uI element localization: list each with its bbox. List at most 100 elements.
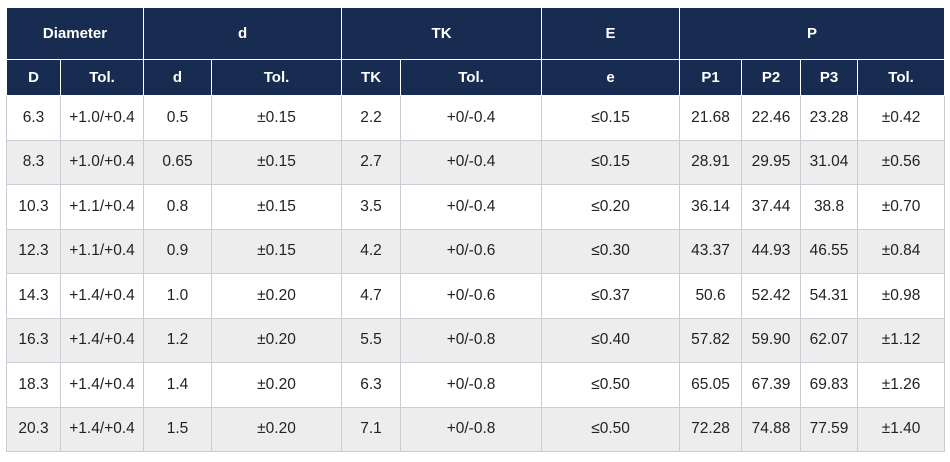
table-cell: 43.37 <box>679 228 743 274</box>
table-cell: ±1.12 <box>857 317 946 363</box>
table-cell: 46.55 <box>800 228 859 274</box>
table-cell: +0/-0.8 <box>400 406 543 452</box>
table-cell: +0/-0.4 <box>400 139 543 185</box>
table-cell: 23.28 <box>800 95 859 141</box>
table-cell: 77.59 <box>800 406 859 452</box>
table-cell: 50.6 <box>679 273 743 319</box>
table-cell: +1.4/+0.4 <box>59 273 145 319</box>
table-cell: ≤0.40 <box>541 317 681 363</box>
table-cell: +1.0/+0.4 <box>59 95 145 141</box>
table-cell: 28.91 <box>679 139 743 185</box>
table-cell: 2.7 <box>341 139 402 185</box>
table-cell: ±0.20 <box>211 362 343 408</box>
table-cell: 52.42 <box>741 273 802 319</box>
table-cell: ≤0.37 <box>541 273 681 319</box>
table-cell: 38.8 <box>800 184 859 230</box>
table-row: 10.3 +1.1/+0.4 0.8 ±0.15 3.5 +0/-0.4 ≤0.20 36.1… <box>6 184 946 230</box>
table-cell: ≤0.15 <box>541 95 681 141</box>
table-cell: 14.3 <box>6 273 61 319</box>
header-col-diameter-tol: Tol. <box>59 59 145 96</box>
table-cell: 0.65 <box>143 139 213 185</box>
header-group-tk: TK <box>341 7 543 60</box>
table-row: 6.3 +1.0/+0.4 0.5 ±0.15 2.2 +0/-0.4 ≤0.15 21.68… <box>6 95 946 141</box>
header-sub-row: D Tol. d Tol. TK Tol. e P1 P2 P3 Tol. <box>6 59 946 96</box>
table-cell: ±0.15 <box>211 228 343 274</box>
header-col-d-upper: D <box>6 59 61 96</box>
table-cell: ±0.84 <box>857 228 946 274</box>
table-cell: 4.2 <box>341 228 402 274</box>
table-cell: 6.3 <box>341 362 402 408</box>
table-cell: 0.5 <box>143 95 213 141</box>
table-cell: 0.8 <box>143 184 213 230</box>
table-cell: 7.1 <box>341 406 402 452</box>
table-cell: 1.2 <box>143 317 213 363</box>
header-col-tk: TK <box>341 59 402 96</box>
table-cell: ±0.98 <box>857 273 946 319</box>
table-cell: 2.2 <box>341 95 402 141</box>
table-cell: 6.3 <box>6 95 61 141</box>
table-cell: 31.04 <box>800 139 859 185</box>
table-cell: 1.5 <box>143 406 213 452</box>
table-cell: 12.3 <box>6 228 61 274</box>
table-cell: ±1.26 <box>857 362 946 408</box>
table-cell: +0/-0.6 <box>400 228 543 274</box>
table-cell: +0/-0.6 <box>400 273 543 319</box>
table-cell: ≤0.50 <box>541 362 681 408</box>
header-group-diameter: Diameter <box>5 7 145 60</box>
table-cell: +1.4/+0.4 <box>59 317 145 363</box>
table-cell: +0/-0.4 <box>400 95 543 141</box>
table-row: 16.3 +1.4/+0.4 1.2 ±0.20 5.5 +0/-0.8 ≤0.40 57.8… <box>6 317 946 363</box>
table-cell: +1.1/+0.4 <box>59 184 145 230</box>
table-cell: +1.0/+0.4 <box>59 139 145 185</box>
table-row: 14.3 +1.4/+0.4 1.0 ±0.20 4.7 +0/-0.6 ≤0.37 50.6… <box>6 273 946 319</box>
table-cell: 5.5 <box>341 317 402 363</box>
table-cell: 16.3 <box>6 317 61 363</box>
header-col-p2: P2 <box>741 59 802 96</box>
table-cell: 21.68 <box>679 95 743 141</box>
table-cell: ±0.20 <box>211 273 343 319</box>
table-body: 6.3 +1.0/+0.4 0.5 ±0.15 2.2 +0/-0.4 ≤0.15 21.68… <box>6 95 946 452</box>
table-cell: +1.4/+0.4 <box>59 406 145 452</box>
table-cell: 20.3 <box>6 406 61 452</box>
table-cell: ≤0.30 <box>541 228 681 274</box>
table-row: 20.3 +1.4/+0.4 1.5 ±0.20 7.1 +0/-0.8 ≤0.50 72.2… <box>6 406 946 452</box>
table-cell: 18.3 <box>6 362 61 408</box>
table-cell: ≤0.50 <box>541 406 681 452</box>
table-cell: ±0.70 <box>857 184 946 230</box>
table-cell: ±1.40 <box>857 406 946 452</box>
table-cell: 72.28 <box>679 406 743 452</box>
table-cell: 74.88 <box>741 406 802 452</box>
spec-table-container: Diameter d TK E P D Tol. d Tol. TK Tol. … <box>5 7 946 452</box>
header-col-tk-tol: Tol. <box>400 59 543 96</box>
table-cell: ±0.15 <box>211 139 343 185</box>
table-row: 12.3 +1.1/+0.4 0.9 ±0.15 4.2 +0/-0.6 ≤0.30 43.3… <box>6 228 946 274</box>
header-col-p3: P3 <box>800 59 859 96</box>
table-cell: 1.0 <box>143 273 213 319</box>
table-cell: 44.93 <box>741 228 802 274</box>
header-col-d: d <box>143 59 213 96</box>
header-col-p-tol: Tol. <box>857 59 946 96</box>
table-header: Diameter d TK E P D Tol. d Tol. TK Tol. … <box>5 7 946 96</box>
table-cell: 67.39 <box>741 362 802 408</box>
table-cell: ±0.42 <box>857 95 946 141</box>
table-cell: +1.4/+0.4 <box>59 362 145 408</box>
table-cell: ≤0.20 <box>541 184 681 230</box>
table-cell: 22.46 <box>741 95 802 141</box>
table-cell: 8.3 <box>6 139 61 185</box>
header-col-d-tol: Tol. <box>211 59 343 96</box>
header-group-p: P <box>679 7 946 60</box>
header-col-p1: P1 <box>679 59 743 96</box>
table-cell: 10.3 <box>6 184 61 230</box>
table-cell: 3.5 <box>341 184 402 230</box>
table-cell: ±0.56 <box>857 139 946 185</box>
table-cell: ≤0.15 <box>541 139 681 185</box>
header-group-e: E <box>541 7 681 60</box>
table-row: 18.3 +1.4/+0.4 1.4 ±0.20 6.3 +0/-0.8 ≤0.50 65.0… <box>6 362 946 408</box>
table-cell: ±0.20 <box>211 406 343 452</box>
table-cell: ±0.15 <box>211 95 343 141</box>
table-cell: 0.9 <box>143 228 213 274</box>
table-cell: 59.90 <box>741 317 802 363</box>
table-cell: 62.07 <box>800 317 859 363</box>
spec-table: Diameter d TK E P D Tol. d Tol. TK Tol. … <box>5 7 946 452</box>
table-cell: +0/-0.4 <box>400 184 543 230</box>
